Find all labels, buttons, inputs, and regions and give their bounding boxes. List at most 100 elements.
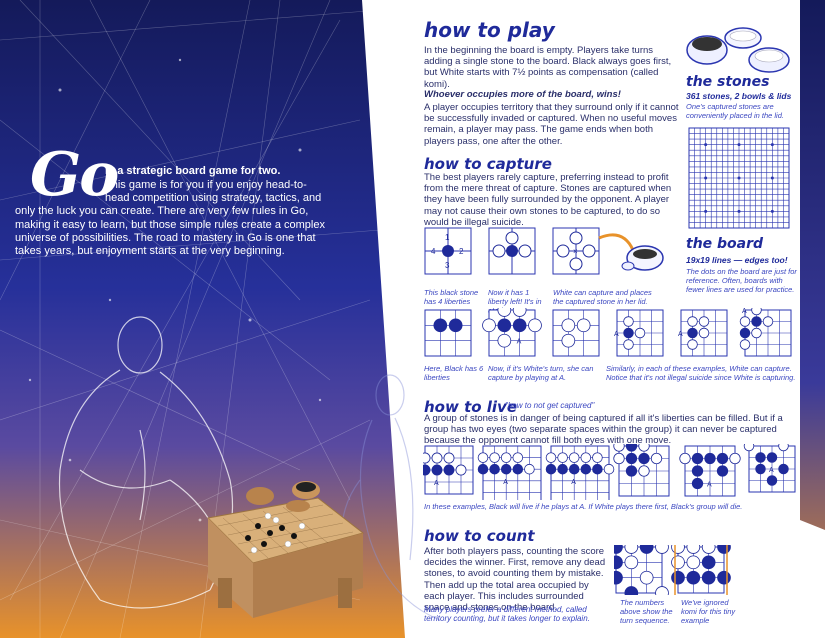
count-text: After both players pass, counting the sc…: [424, 546, 606, 614]
live-caption: In these examples, Black will live if he…: [424, 502, 743, 511]
white-stone: [624, 545, 639, 554]
white-stone: [638, 465, 650, 477]
caption-six-liberties: Here, Black has 6 liberties: [424, 364, 484, 382]
black-stone: [614, 555, 623, 570]
black-stone: [614, 570, 623, 585]
svg-text:2: 2: [459, 247, 464, 256]
mini-board-frame: [424, 309, 472, 357]
star-point: [737, 143, 741, 147]
white-stone: [528, 318, 542, 333]
black-stone: [431, 464, 443, 476]
caption-capture: White can capture and places the capture…: [553, 288, 652, 306]
star-point: [737, 176, 741, 180]
star-point: [770, 176, 774, 180]
black-stone: [671, 570, 685, 585]
stones-note: One's captured stones are conveniently p…: [686, 102, 784, 120]
white-stone: [489, 452, 500, 463]
white-stone: [739, 316, 751, 327]
count-note1: The numbers above show the turn sequence…: [620, 598, 673, 625]
intro-paragraph: This game is for you if you enjoy head-t…: [15, 179, 330, 258]
star-point: [704, 209, 708, 213]
capture-diagrams-row1: 12 34 ×: [424, 227, 664, 275]
svg-text:4: 4: [431, 247, 436, 256]
board-note: The dots on the board are just for refer…: [686, 267, 797, 294]
black-stone: [766, 452, 778, 463]
black-stone: [614, 545, 623, 554]
black-stone: [489, 463, 500, 475]
black-stone: [687, 327, 698, 339]
live-text: A group of stones is in danger of being …: [424, 413, 783, 447]
white-stone: [687, 339, 698, 350]
black-stone: [704, 452, 716, 465]
star-point: [770, 209, 774, 213]
point-label: A: [742, 308, 747, 315]
white-stone: [524, 463, 535, 475]
point-label: A: [769, 467, 774, 474]
black-stone: [638, 452, 650, 465]
diagram-liberties: 12 34: [424, 227, 472, 275]
white-stone: [545, 452, 557, 463]
capture-diagrams-row2: A A A A: [424, 308, 792, 357]
white-stone: [613, 444, 625, 452]
live-subtitle: "how to not get captured": [505, 401, 595, 410]
white-score: White = 12: [760, 588, 809, 599]
white-stone: [634, 327, 646, 339]
white-stone: [686, 555, 701, 570]
mini-board: A: [739, 308, 792, 357]
star-point: [770, 143, 774, 147]
black-stone: [716, 465, 729, 477]
play-bold: Whoever occupies more of the board, wins…: [424, 89, 621, 100]
white-stone: [500, 452, 512, 463]
mini-board: [613, 444, 670, 497]
black-score: Black = 13: [760, 538, 807, 549]
black-stone: [686, 570, 701, 585]
point-label: A: [571, 479, 576, 486]
white-stone: [686, 545, 701, 554]
black-stone: [443, 464, 455, 476]
mini-board-frame: [615, 546, 663, 594]
black-wins: Black wins!: [752, 551, 793, 584]
diagram-capture: ×: [552, 227, 600, 275]
black-stone: [448, 318, 463, 333]
white-stone: [603, 463, 615, 475]
count-text2: Many players prefer a different method, …: [424, 605, 590, 623]
black-stone: [755, 452, 766, 463]
black-stone: [624, 586, 639, 595]
intro-lead: is a strategic board game for two.: [105, 165, 281, 177]
caption-play-at-a: Now, if it's White's turn, she can captu…: [488, 364, 594, 382]
svg-text:×: ×: [573, 247, 578, 256]
black-stone: [580, 463, 592, 475]
black-stone: [497, 318, 512, 333]
white-stone: [482, 318, 496, 333]
stones-title: the stones: [686, 74, 770, 90]
mini-board: [614, 545, 669, 595]
black-stone: [778, 463, 789, 475]
capture-text: The best players rarely capture, preferr…: [424, 172, 672, 228]
play-title: how to play: [424, 18, 555, 42]
black-stone: [691, 477, 704, 490]
board-grid-diagram: [688, 127, 790, 229]
live-title: how to live: [424, 398, 517, 416]
white-stone: [655, 586, 669, 595]
white-stone: [671, 555, 685, 570]
white-stone: [455, 464, 467, 476]
caption-liberties: This black stone has 4 liberties: [424, 288, 479, 306]
black-stone: [717, 570, 731, 585]
black-stone: [433, 318, 448, 333]
point-label: A: [503, 479, 508, 486]
black-stone: [512, 463, 524, 475]
white-stone: [655, 545, 669, 554]
black-stone: [755, 463, 766, 475]
black-stone: [766, 475, 778, 486]
black-stone: [716, 452, 729, 465]
white-stone: [639, 570, 654, 585]
black-stone: [512, 318, 527, 333]
mini-board: A: [679, 445, 741, 497]
white-stone: [762, 316, 774, 327]
star-point: [704, 143, 708, 147]
white-stone: [687, 316, 698, 327]
black-stone: [739, 327, 751, 339]
white-stone: [701, 545, 716, 554]
white-stone: [623, 339, 634, 350]
white-stone: [751, 327, 762, 339]
